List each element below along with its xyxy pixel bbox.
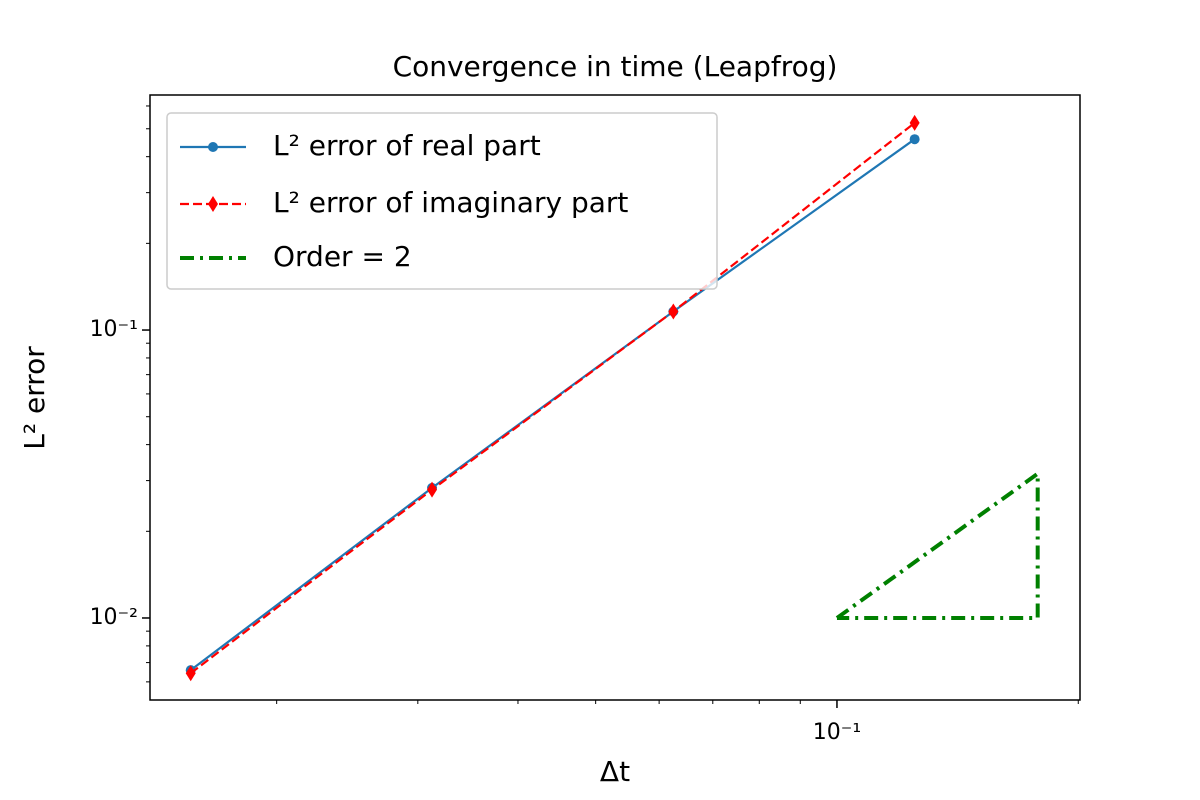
legend-box [166,112,718,290]
series-line [190,138,916,672]
y-tick-label: 10⁻¹ [90,317,138,342]
y-tick-label: 10⁻² [90,605,138,630]
marker [668,303,679,320]
legend-marker [208,142,218,152]
series-line [835,469,1040,620]
legend-marker [208,196,218,212]
y-axis-label: L² error [18,346,51,450]
x-tick-label: 10⁻¹ [813,720,861,745]
x-axis-label: Δt [600,755,630,788]
chart-title: Convergence in time (Leapfrog) [393,50,838,83]
legend-label: L² error of real part [273,129,541,162]
marker [909,114,920,131]
marker [909,134,920,145]
marker [427,481,438,498]
axes-frame [149,94,1081,701]
legend-label: L² error of imaginary part [273,186,628,219]
marker [185,665,196,682]
legend-label: Order = 2 [273,240,412,273]
series-line [190,122,916,675]
